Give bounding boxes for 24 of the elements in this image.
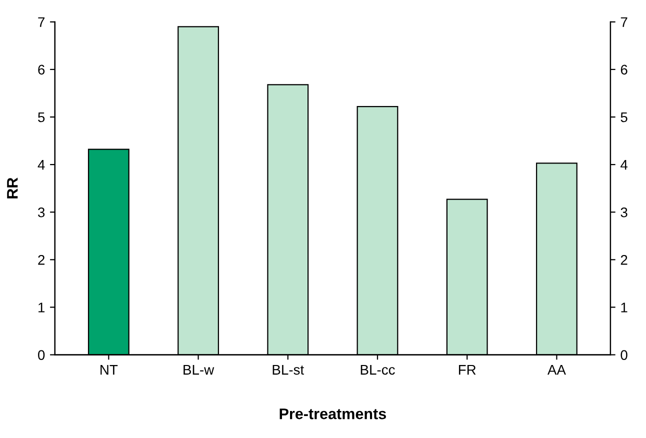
x-tick-label: FR <box>458 365 476 375</box>
y2-tick-label: 7 <box>620 17 628 27</box>
x-axis-title: Pre-treatments <box>280 408 386 420</box>
x-tick-label: BL-cc <box>360 365 395 375</box>
x-tick-label: BL-w <box>184 365 214 375</box>
y-tick-label: 2 <box>38 255 44 265</box>
y-tick-label: 3 <box>38 207 45 218</box>
y2-tick-label: 5 <box>620 112 628 122</box>
x-tick-label: BL-st <box>272 365 304 375</box>
y2-tick-label: 4 <box>620 160 628 170</box>
y-tick-label: 0 <box>38 350 45 360</box>
y-tick-label: 1 <box>38 302 45 312</box>
y2-tick-label: 2 <box>620 255 628 265</box>
y2-tick-label: 0 <box>620 350 628 360</box>
y2-tick-label: 6 <box>620 64 628 75</box>
y2-tick-label: 1 <box>621 302 628 312</box>
y-tick-label: 5 <box>38 112 45 122</box>
y-tick-label: 6 <box>38 64 45 75</box>
y-tick-label: 7 <box>38 17 44 27</box>
y2-tick-label: 3 <box>620 207 628 218</box>
x-tick-label: NT <box>100 365 118 375</box>
y-tick-label: 4 <box>38 160 45 170</box>
y-axis-title: RR <box>7 178 18 198</box>
x-tick-label: AA <box>547 365 566 375</box>
